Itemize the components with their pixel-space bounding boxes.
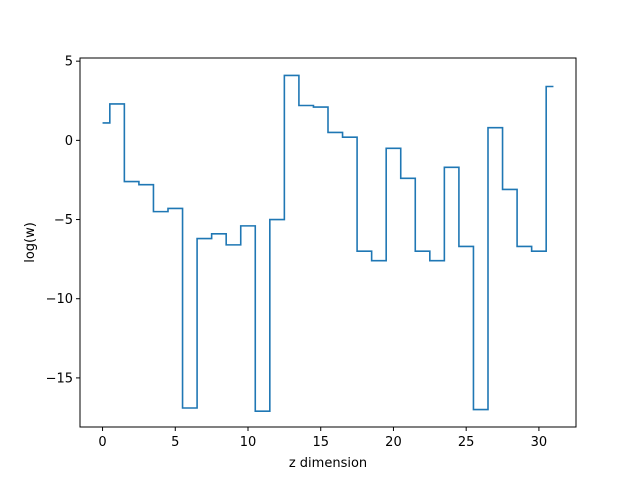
- y-tick-label: −10: [46, 292, 73, 307]
- x-axis-ticks: 0 5 10 15 20 25 30: [98, 427, 547, 450]
- x-tick-label: 15: [312, 435, 329, 450]
- series-line: [102, 74, 554, 412]
- x-tick-label: 10: [240, 435, 257, 450]
- y-tick-label: 0: [65, 134, 73, 149]
- x-tick-label: 30: [531, 435, 548, 450]
- y-tick-label: 5: [65, 55, 73, 70]
- x-tick-label: 0: [98, 435, 106, 450]
- y-tick-label: −5: [54, 213, 73, 228]
- y-axis-label: log(w): [23, 222, 38, 263]
- y-tick-label: −15: [46, 371, 73, 386]
- x-tick-label: 25: [458, 435, 475, 450]
- x-tick-label: 5: [171, 435, 179, 450]
- axes-frame: [79, 57, 577, 428]
- x-axis-label: z dimension: [289, 456, 367, 471]
- x-tick-label: 20: [385, 435, 402, 450]
- y-axis-ticks: 5 0 −5 −10 −15: [46, 55, 80, 386]
- plot-area: [102, 74, 554, 412]
